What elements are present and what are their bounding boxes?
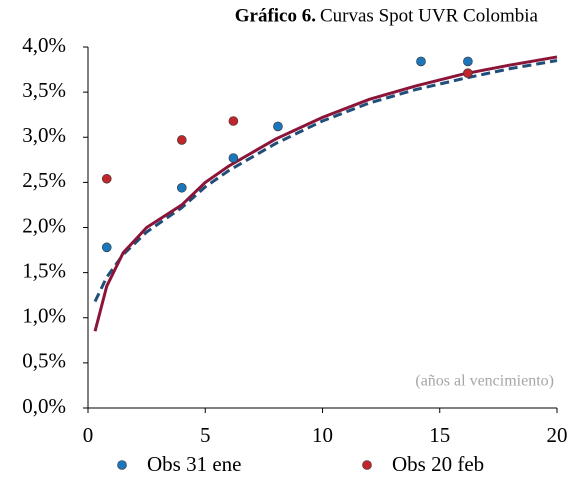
x-tick-label: 20 [547,423,568,447]
point [228,116,239,126]
point [463,68,473,78]
chart-title: Curvas Spot UVR Colombia [320,5,539,26]
legend-marker [362,460,372,470]
point [101,173,112,184]
chart-title-number: Gráfico 6. [235,5,316,26]
curve [93,55,558,332]
y-tick-label: 0,0% [22,394,66,418]
y-tick-label: 2,5% [22,168,66,192]
legend-label: Obs 20 feb [392,452,484,476]
point [228,153,239,163]
point [101,242,112,253]
x-tick-label: 10 [312,423,333,447]
y-tick-label: 0,5% [22,349,66,373]
curve [93,59,558,303]
point [273,121,283,132]
point [416,56,426,67]
point [177,182,187,193]
point [463,56,473,67]
x-tick-label: 0 [83,423,94,447]
y-tick-label: 1,0% [22,304,66,328]
y-tick-label: 4,0% [22,33,66,57]
x-tick-label: 15 [429,423,450,447]
legend-label: Obs 31 ene [147,452,241,476]
point [177,135,187,145]
y-tick-label: 1,5% [22,258,66,282]
x-tick-label: 5 [200,423,211,447]
y-tick-label: 2,0% [22,213,66,237]
annotation: (años al vencimiento) [415,373,554,390]
y-tick-label: 3,5% [22,78,66,102]
legend-marker [117,460,127,470]
y-tick-label: 3,0% [22,123,66,147]
